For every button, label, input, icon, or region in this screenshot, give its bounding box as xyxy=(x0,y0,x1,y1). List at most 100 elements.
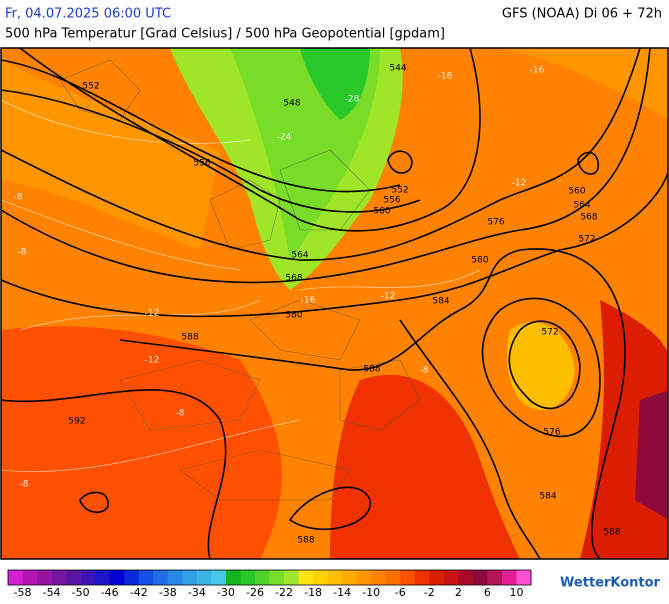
legend-swatch xyxy=(37,570,52,585)
temp-area xyxy=(1,60,220,250)
temp-area xyxy=(635,390,668,520)
datetime: Fr, 04.07.2025 06:00 UTC xyxy=(5,7,171,22)
temperature-label: -12 xyxy=(145,309,160,319)
model-run: GFS (NOAA) Di 06 + 72h xyxy=(502,7,662,22)
legend-swatch xyxy=(95,570,110,585)
legend-swatch xyxy=(196,570,212,585)
legend-swatch xyxy=(429,570,445,585)
contour-label: 576 xyxy=(543,428,560,438)
temp-area xyxy=(1,326,282,559)
map: 5525485565445525565605645685605645685765… xyxy=(0,47,669,560)
legend-swatch xyxy=(138,570,154,585)
contour-label: 560 xyxy=(373,207,390,217)
map-frame xyxy=(0,47,669,560)
temp-area xyxy=(507,322,575,410)
legend-label: 6 xyxy=(484,586,491,599)
contour-label: 588 xyxy=(363,365,380,375)
legend-swatch xyxy=(487,570,503,585)
geopotential-contour xyxy=(577,151,599,175)
contour-label: 572 xyxy=(541,328,558,338)
legend-swatch xyxy=(153,570,169,585)
temperature-label: -16 xyxy=(530,66,545,76)
contour-label: 580 xyxy=(285,311,302,321)
contour-label: 576 xyxy=(487,218,504,228)
contour-label: 568 xyxy=(285,274,302,284)
temperature-label: -28 xyxy=(345,95,360,105)
temperature-label: -8 xyxy=(14,193,23,203)
geopotential-contour xyxy=(1,389,227,559)
temp-area xyxy=(1,48,668,120)
legend-swatch xyxy=(472,570,488,585)
legend-label: -30 xyxy=(217,586,235,599)
temperature-label: -12 xyxy=(512,179,527,189)
legend-swatch xyxy=(22,570,38,585)
legend-swatch xyxy=(109,570,125,585)
geopotential-contour xyxy=(1,89,421,213)
temperature-label: -8 xyxy=(18,248,27,258)
legend-swatch xyxy=(51,570,67,585)
legend-swatch xyxy=(284,570,299,585)
contour-label: 564 xyxy=(573,201,590,211)
legend-label: 10 xyxy=(509,586,523,599)
legend-swatch xyxy=(313,570,328,585)
geopotential-contour xyxy=(1,170,668,318)
legend-label: -14 xyxy=(333,586,351,599)
contour-label: 580 xyxy=(471,256,488,266)
contour-label: 544 xyxy=(389,64,406,74)
legend-label: -34 xyxy=(188,586,206,599)
legend-swatch xyxy=(327,570,343,585)
temperature-label: -24 xyxy=(277,133,292,143)
contour-label: 584 xyxy=(539,492,556,502)
temperature-label: -12 xyxy=(381,292,396,302)
subtitle: 500 hPa Temperatur [Grad Celsius] / 500 … xyxy=(5,27,445,42)
legend-swatch xyxy=(182,570,198,585)
legend-swatch xyxy=(66,570,81,585)
geopotential-contour xyxy=(399,319,541,559)
legend-swatch xyxy=(385,570,401,585)
geopotential-contour xyxy=(481,297,601,438)
temperature-label: -16 xyxy=(301,296,316,306)
legend-swatch xyxy=(356,570,372,585)
logo: WetterKontor xyxy=(560,576,661,591)
contour-label: 588 xyxy=(603,528,620,538)
legend-swatch xyxy=(225,570,241,585)
legend: -58 -54 -50 -46 -42 -38 -34 -30 -26 -22 -18 -14 -10-… xyxy=(7,569,532,599)
geopotential-contour xyxy=(119,248,626,559)
legend-swatch xyxy=(443,570,459,585)
contour-label: 568 xyxy=(580,213,597,223)
geopotential-contour xyxy=(1,48,651,284)
legend-swatch xyxy=(124,570,140,585)
legend-label: 2 xyxy=(455,586,462,599)
legend-swatch xyxy=(501,570,517,585)
contour-label: 572 xyxy=(578,235,595,245)
legend-label: -42 xyxy=(130,586,148,599)
contour-label: 552 xyxy=(391,186,408,196)
legend-swatch xyxy=(167,570,183,585)
legend-swatch xyxy=(80,570,96,585)
temp-area xyxy=(300,48,370,120)
legend-swatch xyxy=(414,570,430,585)
legend-swatch xyxy=(371,570,387,585)
temperature-label: -8 xyxy=(176,409,185,419)
legend-swatch xyxy=(240,570,256,585)
legend-label: -58 xyxy=(14,586,32,599)
geopotential-contour xyxy=(1,59,401,193)
legend-label: -22 xyxy=(275,586,293,599)
coastline xyxy=(59,59,421,501)
temperature-label: -16 xyxy=(438,72,453,82)
temp-area xyxy=(330,374,520,559)
geopotential-contour xyxy=(288,486,371,530)
legend-swatch xyxy=(8,570,23,585)
contour-label: 584 xyxy=(432,297,449,307)
legend-swatch xyxy=(254,570,270,585)
contour-label: 552 xyxy=(82,82,99,92)
legend-label: -50 xyxy=(72,586,90,599)
contour-label: 556 xyxy=(383,196,400,206)
geopotential-contour xyxy=(19,48,481,232)
legend-label: -10 xyxy=(362,586,380,599)
temperature-label: -8 xyxy=(420,366,429,376)
legend-label: -6 xyxy=(395,586,406,599)
temperature-label: -8 xyxy=(20,480,29,490)
legend-label: -54 xyxy=(43,586,61,599)
